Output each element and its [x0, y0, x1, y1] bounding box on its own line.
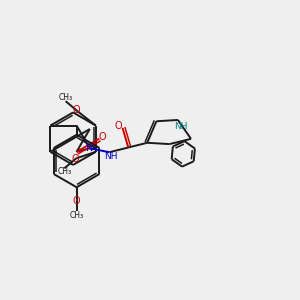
Text: CH₃: CH₃: [58, 94, 73, 103]
Text: NH: NH: [104, 152, 118, 161]
Text: NH: NH: [174, 122, 188, 131]
Text: CH₃: CH₃: [70, 211, 84, 220]
Text: N: N: [86, 143, 93, 153]
Text: O: O: [114, 121, 122, 130]
Text: CH₃: CH₃: [57, 167, 71, 176]
Text: O: O: [98, 132, 106, 142]
Text: O: O: [71, 154, 79, 164]
Text: O: O: [73, 105, 80, 115]
Text: O: O: [73, 196, 80, 206]
